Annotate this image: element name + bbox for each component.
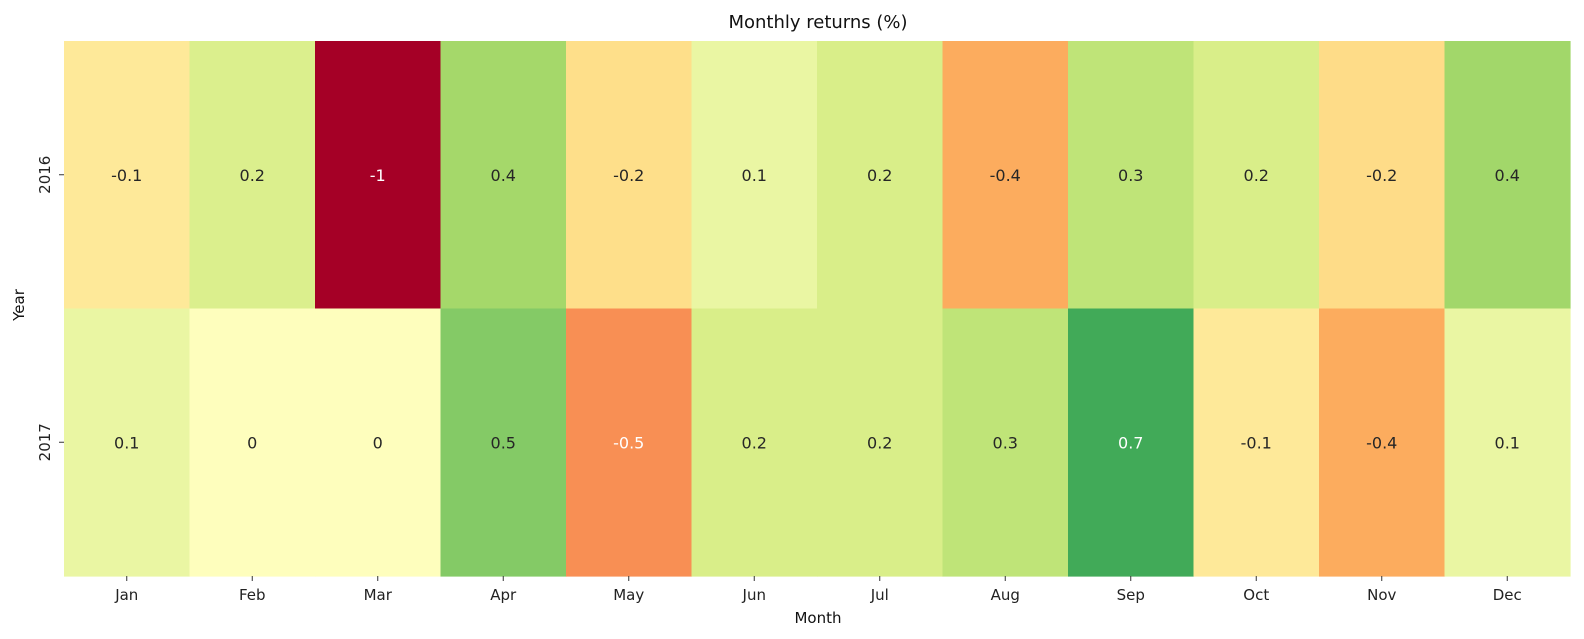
x-tick-label: Jul [870, 586, 889, 604]
x-tick-label: Aug [991, 586, 1020, 604]
heatmap-cell-2017-apr [440, 308, 567, 577]
heatmap-cell-2017-may [566, 308, 693, 577]
heatmap-cell-2016-dec [1444, 41, 1571, 310]
x-tick-label: May [613, 586, 644, 604]
cell-value-label: 0.5 [491, 433, 516, 452]
x-tick-label: Oct [1243, 586, 1269, 604]
cell-value-label: 0.2 [867, 166, 892, 185]
cell-value-label: 0.2 [1244, 166, 1269, 185]
heatmap-cell-labels: -0.1 0.2 -1 0.4 -0.2 0.1 0.2 -0.4 0.3 0.2 -0.2 0.4 0… [111, 166, 1520, 453]
y-axis: 2016 2017 [36, 156, 64, 461]
x-axis: Jan Feb Mar Apr May Jun Jul Aug Sep Oct Nov Dec [114, 576, 1522, 604]
heatmap-cell-2016-jun [691, 41, 818, 310]
cell-value-label: 0.3 [993, 433, 1018, 452]
x-tick-label: Sep [1117, 586, 1145, 604]
heatmap-cells [64, 41, 1571, 577]
heatmap-cell-2017-feb [189, 308, 316, 577]
cell-value-label: -0.4 [1366, 433, 1397, 452]
cell-value-label: -0.2 [1366, 166, 1397, 185]
cell-value-label: 0.2 [742, 433, 767, 452]
heatmap-cell-2017-mar [315, 308, 442, 577]
heatmap-cell-2016-apr [440, 41, 567, 310]
heatmap-cell-2017-nov [1319, 308, 1446, 577]
cell-value-label: -1 [370, 166, 386, 185]
x-tick-label: Jun [742, 586, 766, 604]
heatmap-cell-2017-aug [942, 308, 1069, 577]
heatmap-cell-2017-dec [1444, 308, 1571, 577]
heatmap-cell-2016-sep [1068, 41, 1195, 310]
cell-value-label: 0.1 [742, 166, 767, 185]
y-tick-label: 2017 [36, 423, 54, 461]
x-tick-label: Apr [490, 586, 517, 604]
x-tick-label: Mar [364, 586, 393, 604]
x-tick-label: Feb [239, 586, 266, 604]
cell-value-label: 0.4 [491, 166, 516, 185]
heatmap-cell-2017-jan [64, 308, 191, 577]
cell-value-label: 0.4 [1495, 166, 1520, 185]
cell-value-label: 0 [373, 433, 383, 452]
cell-value-label: -0.2 [613, 166, 644, 185]
x-tick-label: Nov [1367, 586, 1396, 604]
heatmap-cell-2016-nov [1319, 41, 1446, 310]
cell-value-label: 0 [247, 433, 257, 452]
heatmap-cell-2017-jul [817, 308, 944, 577]
cell-value-label: 0.1 [114, 433, 139, 452]
cell-value-label: -0.1 [1241, 433, 1272, 452]
x-tick-label: Dec [1493, 586, 1522, 604]
heatmap-cell-2017-oct [1193, 308, 1320, 577]
cell-value-label: 0.7 [1118, 433, 1143, 452]
y-tick-label: 2016 [36, 156, 54, 194]
chart-title: Monthly returns (%) [728, 12, 907, 33]
cell-value-label: -0.1 [111, 166, 142, 185]
cell-value-label: 0.3 [1118, 166, 1143, 185]
cell-value-label: -0.5 [613, 433, 644, 452]
heatmap-cell-2016-feb [189, 41, 316, 310]
heatmap-cell-2016-jul [817, 41, 944, 310]
cell-value-label: -0.4 [990, 166, 1021, 185]
heatmap-cell-2016-jan [64, 41, 191, 310]
cell-value-label: 0.2 [240, 166, 265, 185]
heatmap-cell-2016-may [566, 41, 693, 310]
y-axis-label: Year [10, 288, 28, 322]
x-tick-label: Jan [114, 586, 138, 604]
heatmap-cell-2017-sep [1068, 308, 1195, 577]
heatmap-cell-2016-mar [315, 41, 442, 310]
heatmap-cell-2017-jun [691, 308, 818, 577]
heatmap-cell-2016-aug [942, 41, 1069, 310]
cell-value-label: 0.1 [1495, 433, 1520, 452]
x-axis-label: Month [794, 609, 841, 627]
cell-value-label: 0.2 [867, 433, 892, 452]
heatmap-cell-2016-oct [1193, 41, 1320, 310]
